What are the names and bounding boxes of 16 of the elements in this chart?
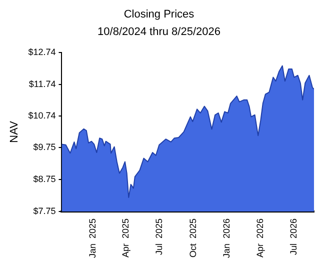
y-tick-label: $10.74 <box>28 110 56 121</box>
x-tick-label: Jan 2026 <box>222 218 232 258</box>
y-tick-label: $12.74 <box>28 46 56 57</box>
chart-subtitle: 10/8/2024 thru 8/25/2026 <box>98 26 220 38</box>
x-tick-label: Jul 2025 <box>154 218 164 255</box>
x-tick-label: Jul 2026 <box>288 218 298 255</box>
x-tick-label: Apr 2025 <box>120 218 131 258</box>
chart-title: Closing Prices <box>124 8 195 21</box>
y-tick-label: $11.74 <box>28 78 56 89</box>
y-tick-label: $7.75 <box>33 206 56 216</box>
x-tick-label: Jan 2025 <box>87 218 98 258</box>
y-axis-title: NAV <box>8 120 21 143</box>
y-tick-label: $8.75 <box>33 174 56 184</box>
x-tick-label: Apr 2026 <box>254 218 265 258</box>
x-tick-label: Oct 2025 <box>188 218 198 258</box>
y-tick-label: $9.75 <box>33 142 56 152</box>
